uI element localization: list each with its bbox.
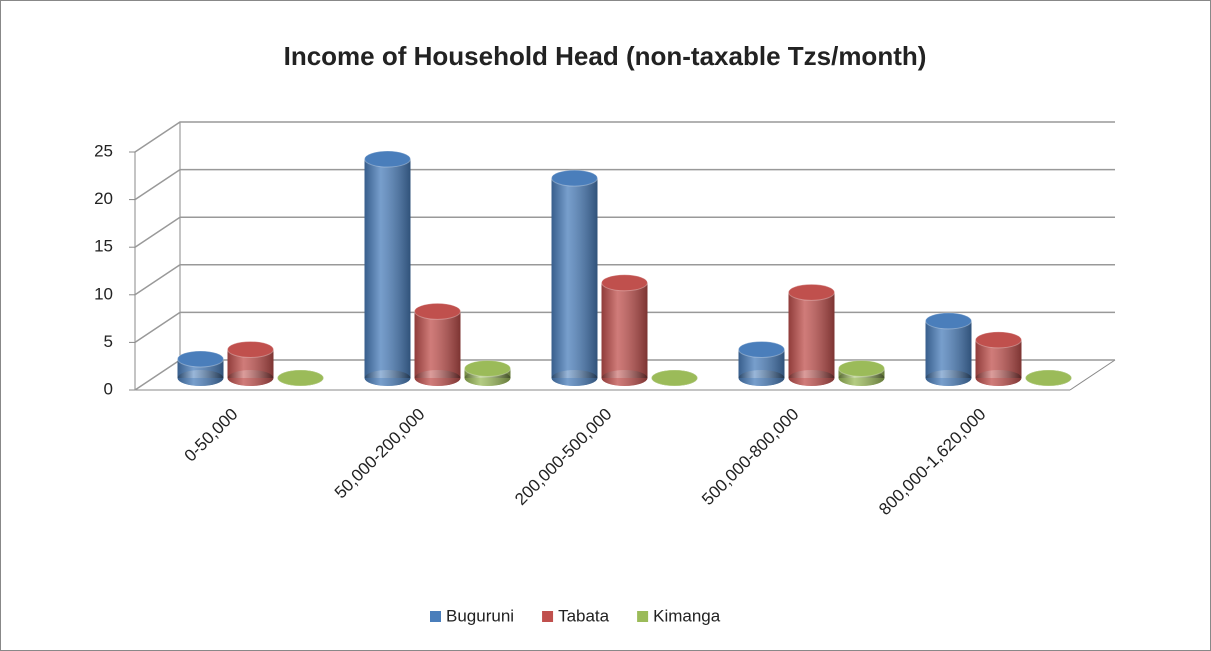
bar-top [1025,369,1072,387]
y-tick-label: 0 [104,379,113,398]
bar [277,369,324,387]
bar-bottom-shade [601,370,648,386]
bar-bottom-shade [364,370,411,386]
bar [738,340,785,386]
grid-line [134,216,1115,248]
legend-label: Kimanga [653,606,721,625]
grid-line [134,264,1115,296]
bar [975,331,1022,386]
bar [925,312,972,386]
bar-top [364,150,411,168]
chart-title: Income of Household Head (non-taxable Tz… [284,41,927,71]
bar [1025,369,1072,387]
axis-line [1069,359,1116,391]
bar-top [464,359,511,377]
grid-line [134,121,1115,153]
bar [651,369,698,387]
y-tick-label: 20 [94,189,113,208]
bar-shade [551,178,598,378]
bar-bottom-shade [177,370,224,386]
bar-top [651,369,698,387]
bar [227,340,274,386]
bar-bottom-shade [975,370,1022,386]
legend-label: Buguruni [446,606,514,625]
bar-top [925,312,972,330]
bar-shade [364,159,411,378]
legend-swatch [430,611,441,622]
legend-swatch [637,611,649,622]
grid-line [134,168,1115,201]
bar-top [738,340,785,358]
bar [364,150,411,386]
bar-shade [414,311,461,378]
bar [788,283,835,386]
bar-top [975,331,1022,349]
y-tick-label: 10 [94,284,113,303]
bar-bottom-shade [414,370,461,386]
bar-bottom-shade [227,370,274,386]
bar [464,359,511,386]
bar-top [414,302,461,320]
bar-top [601,274,648,292]
bar-bottom-shade [738,370,785,386]
bar [838,359,885,386]
bar-bottom-shade [788,370,835,386]
bar-shade [601,282,648,378]
y-tick-label: 15 [94,237,113,256]
bar-top [277,369,324,387]
bar [601,274,648,386]
bar-shade [925,320,972,378]
legend-label: Tabata [558,606,610,625]
bar-shade [788,292,835,378]
bar-top [838,359,885,377]
y-tick-label: 25 [94,141,113,160]
bar-bottom-shade [925,370,972,386]
bar [551,169,598,386]
bar-top [227,340,274,358]
bar [414,302,461,386]
bar [177,350,224,386]
bar-top [551,169,598,187]
y-tick-label: 5 [104,332,113,351]
bar-top [177,350,224,368]
legend-swatch [542,611,554,622]
bar-bottom-shade [551,370,598,386]
bar-top [788,283,835,301]
